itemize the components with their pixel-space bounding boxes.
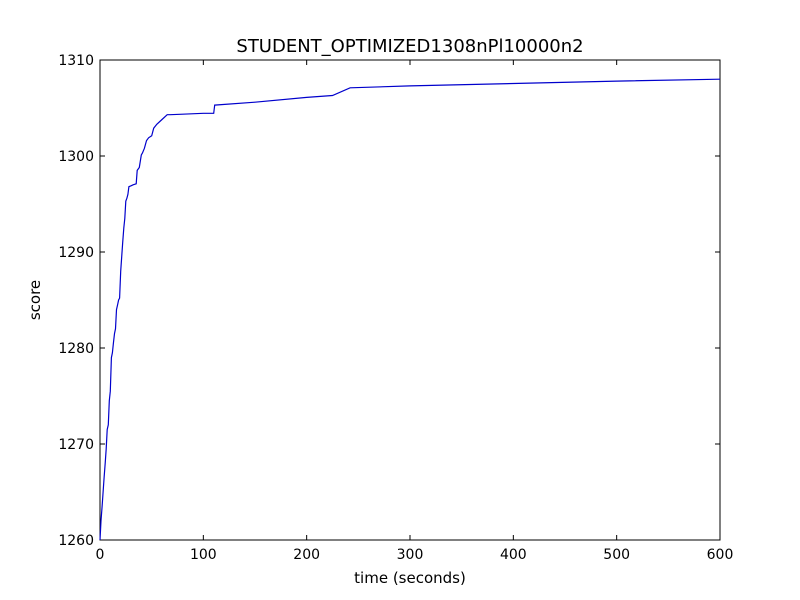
- y-tick-label: 1310: [58, 53, 94, 69]
- x-tick-label: 100: [190, 547, 217, 563]
- y-axis-label: score: [26, 280, 44, 320]
- axis-tick-labels: 0 100 200 300 400 500 600 1260 1270 1280 1290 1300 1…: [58, 53, 733, 563]
- x-tick-label: 200: [293, 547, 320, 563]
- x-tick-label: 500: [603, 547, 630, 563]
- series-line: [99, 78, 721, 541]
- y-tick-label: 1280: [58, 341, 94, 357]
- x-tick-label: 300: [397, 547, 424, 563]
- plot-area-frame: [99, 59, 721, 541]
- chart-title: STUDENT_OPTIMIZED1308nPl10000n2: [236, 36, 583, 57]
- y-tick-label: 1260: [58, 533, 94, 549]
- x-tick-label: 600: [707, 547, 734, 563]
- y-tick-label: 1270: [58, 437, 94, 453]
- x-tick-label: 0: [96, 547, 105, 563]
- x-axis-label: time (seconds): [354, 569, 466, 587]
- x-tick-label: 400: [500, 547, 527, 563]
- y-tick-label: 1300: [58, 149, 94, 165]
- y-tick-label: 1290: [58, 245, 94, 261]
- axis-ticks: [99, 59, 721, 541]
